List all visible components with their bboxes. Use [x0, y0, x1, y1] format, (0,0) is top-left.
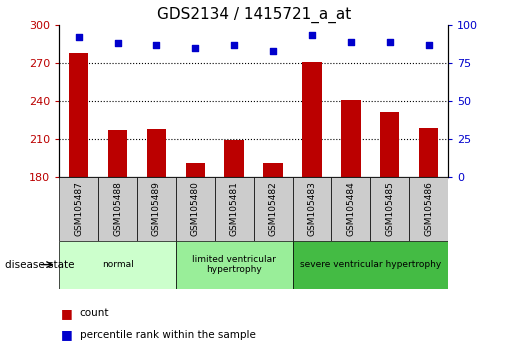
Bar: [59, 177, 98, 241]
Text: GSM105487: GSM105487: [74, 181, 83, 236]
Text: limited ventricular
hypertrophy: limited ventricular hypertrophy: [192, 255, 276, 274]
Bar: [108, 130, 127, 177]
Bar: [176, 177, 215, 241]
Bar: [137, 177, 176, 241]
Text: count: count: [80, 308, 109, 318]
Bar: [332, 177, 370, 241]
Text: ■: ■: [61, 328, 73, 341]
Text: ■: ■: [61, 307, 73, 320]
Bar: [59, 241, 176, 289]
Point: [347, 39, 355, 44]
Bar: [341, 99, 360, 177]
Text: GSM105483: GSM105483: [307, 181, 316, 236]
Bar: [69, 53, 89, 177]
Text: GSM105482: GSM105482: [269, 182, 278, 236]
Text: GSM105485: GSM105485: [385, 181, 394, 236]
Bar: [380, 112, 400, 177]
Point: [308, 33, 316, 38]
Point: [386, 39, 394, 44]
Title: GDS2134 / 1415721_a_at: GDS2134 / 1415721_a_at: [157, 7, 351, 23]
Text: GSM105486: GSM105486: [424, 181, 433, 236]
Point: [75, 34, 83, 40]
Text: GSM105489: GSM105489: [152, 181, 161, 236]
Text: normal: normal: [101, 260, 133, 269]
Text: GSM105480: GSM105480: [191, 181, 200, 236]
Bar: [253, 177, 293, 241]
Point: [424, 42, 433, 47]
Text: severe ventricular hypertrophy: severe ventricular hypertrophy: [300, 260, 441, 269]
Bar: [176, 241, 293, 289]
Bar: [147, 129, 166, 177]
Bar: [215, 177, 253, 241]
Bar: [302, 62, 322, 177]
Text: GSM105484: GSM105484: [347, 182, 355, 236]
Point: [191, 45, 199, 50]
Bar: [293, 177, 332, 241]
Text: GSM105481: GSM105481: [230, 181, 238, 236]
Text: percentile rank within the sample: percentile rank within the sample: [80, 330, 256, 339]
Bar: [419, 127, 438, 177]
Bar: [409, 177, 448, 241]
Bar: [98, 177, 137, 241]
Bar: [263, 163, 283, 177]
Text: GSM105488: GSM105488: [113, 181, 122, 236]
Bar: [370, 177, 409, 241]
Point: [230, 42, 238, 47]
Point: [113, 40, 122, 46]
Point: [269, 48, 277, 53]
Bar: [185, 163, 205, 177]
Bar: [225, 140, 244, 177]
Point: [152, 42, 161, 47]
Text: disease state: disease state: [5, 259, 75, 270]
Bar: [293, 241, 448, 289]
